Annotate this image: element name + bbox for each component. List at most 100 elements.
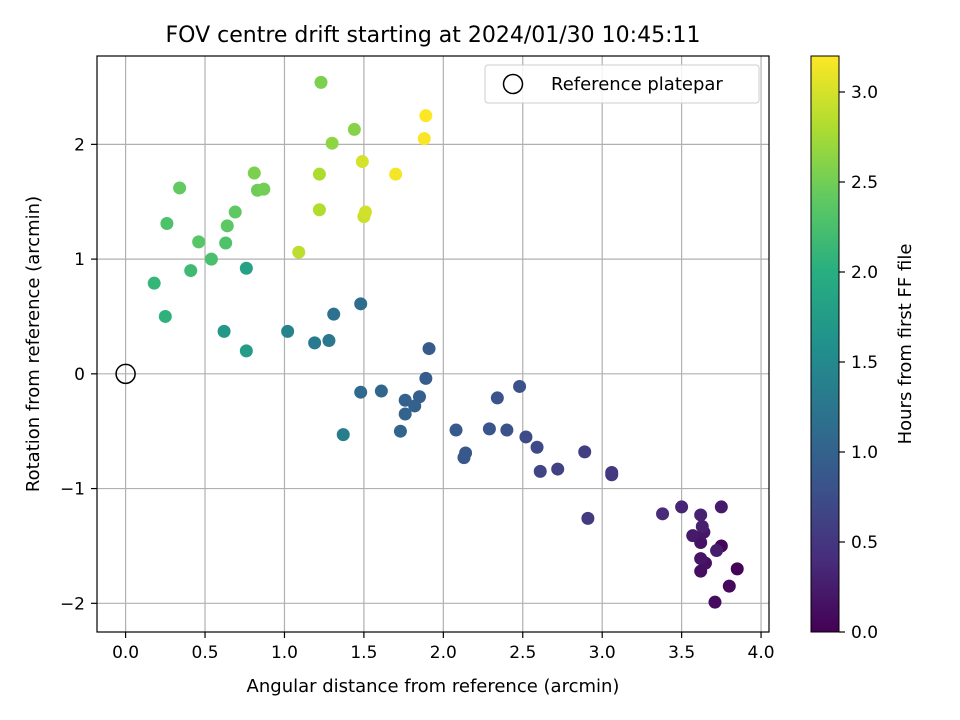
- data-point: [408, 399, 422, 413]
- data-point: [354, 385, 368, 399]
- data-point: [694, 508, 708, 522]
- data-point: [513, 379, 527, 393]
- scatter-points: [147, 75, 744, 609]
- y-axis-label: Rotation from reference (arcmin): [23, 196, 44, 492]
- y-tick-label: −1: [60, 480, 85, 500]
- data-point: [449, 423, 463, 437]
- x-tick-label: 2.0: [430, 643, 457, 663]
- data-point: [327, 307, 341, 321]
- data-point: [419, 371, 433, 385]
- x-axis-label: Angular distance from reference (arcmin): [247, 676, 620, 697]
- grid-lines: [97, 56, 769, 632]
- data-point: [710, 544, 724, 558]
- data-point: [358, 205, 372, 219]
- x-tick-label: 4.0: [748, 643, 775, 663]
- data-point: [220, 219, 234, 233]
- data-point: [192, 235, 206, 249]
- y-tick-label: −2: [60, 594, 85, 614]
- data-point: [695, 519, 709, 533]
- x-tick-label: 2.5: [509, 643, 536, 663]
- colorbar-gradient: [810, 55, 840, 633]
- data-point: [519, 430, 533, 444]
- colorbar-tick-label: 0.0: [851, 623, 878, 643]
- colorbar-tick-label: 1.5: [851, 353, 878, 373]
- data-point: [686, 529, 700, 543]
- data-point: [217, 324, 231, 338]
- x-tick-label: 3.0: [589, 643, 616, 663]
- data-point: [581, 511, 595, 525]
- data-point: [490, 391, 504, 405]
- data-point: [500, 423, 514, 437]
- data-point: [551, 462, 565, 476]
- legend: Reference platepar: [484, 64, 760, 104]
- data-point: [354, 297, 368, 311]
- data-point: [374, 384, 388, 398]
- reference-marker: [115, 363, 136, 385]
- legend-label: Reference platepar: [551, 74, 723, 95]
- data-point: [530, 440, 544, 454]
- data-point: [675, 500, 689, 514]
- colorbar-label: Hours from first FF file: [895, 244, 916, 445]
- colorbar: 0.0 0.5 1.0 1.5 2.0 2.5 3.0 Hours from first F…: [810, 55, 916, 643]
- data-point: [204, 252, 218, 266]
- data-point: [312, 167, 326, 181]
- legend-reference-icon: [502, 73, 524, 95]
- data-point: [656, 507, 670, 521]
- data-point: [393, 424, 407, 438]
- data-point: [722, 579, 736, 593]
- x-tick-label: 1.5: [350, 643, 377, 663]
- data-point: [257, 182, 271, 196]
- chart-title: FOV centre drift starting at 2024/01/30 …: [166, 23, 701, 48]
- colorbar-tick-label: 2.5: [851, 173, 878, 193]
- x-tick-label: 1.0: [271, 643, 298, 663]
- colorbar-tick-label: 0.5: [851, 533, 878, 553]
- data-point: [281, 324, 295, 338]
- data-point: [708, 595, 722, 609]
- data-point: [219, 236, 233, 250]
- colorbar-tick-label: 2.0: [851, 263, 878, 283]
- data-point: [714, 500, 728, 514]
- data-point: [419, 109, 433, 123]
- data-point: [347, 122, 361, 136]
- data-point: [247, 166, 261, 180]
- data-point: [147, 276, 161, 290]
- colorbar-tick-label: 3.0: [851, 83, 878, 103]
- y-tick-label: 1: [74, 250, 85, 270]
- data-point: [533, 464, 547, 478]
- data-point: [389, 167, 403, 181]
- data-point: [158, 309, 172, 323]
- data-point: [239, 261, 253, 275]
- data-point: [398, 407, 412, 421]
- data-point: [308, 336, 322, 350]
- data-point: [184, 264, 198, 278]
- data-point: [694, 552, 708, 566]
- colorbar-tick-label: 1.0: [851, 443, 878, 463]
- data-point: [457, 451, 471, 465]
- data-point: [578, 445, 592, 459]
- y-tick-label: 2: [74, 135, 85, 155]
- legend-box: [484, 64, 760, 104]
- x-tick-label: 0.0: [112, 643, 139, 663]
- data-point: [422, 342, 436, 356]
- data-point: [336, 428, 350, 442]
- x-tick-label: 0.5: [192, 643, 219, 663]
- colorbar-ticks: 0.0 0.5 1.0 1.5 2.0 2.5 3.0: [839, 83, 878, 643]
- data-point: [417, 132, 431, 146]
- y-axis-ticks: −2 −1 0 1 2: [60, 135, 97, 614]
- y-tick-label: 0: [74, 365, 85, 385]
- data-point: [325, 136, 339, 150]
- x-axis-ticks: 0.0 0.5 1.0 1.5 2.0 2.5 3.0 3.5 4.0: [112, 632, 775, 663]
- x-tick-label: 3.5: [668, 643, 695, 663]
- data-point: [292, 245, 306, 259]
- data-point: [730, 562, 744, 576]
- plot-frame: [96, 55, 770, 633]
- data-point: [355, 155, 369, 169]
- data-point: [322, 334, 336, 348]
- data-point: [239, 344, 253, 358]
- data-point: [160, 217, 174, 231]
- data-point: [605, 466, 619, 480]
- data-point: [173, 181, 187, 195]
- data-point: [228, 205, 242, 219]
- data-point: [312, 203, 326, 217]
